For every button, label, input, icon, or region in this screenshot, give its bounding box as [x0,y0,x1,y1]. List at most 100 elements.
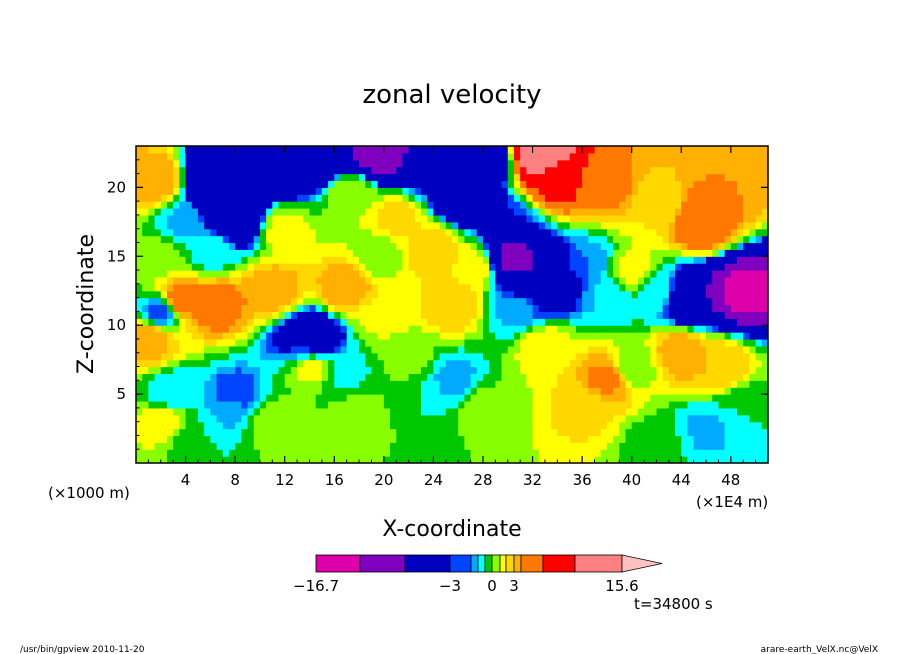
heatmap-cell [365,152,373,161]
heatmap-cell [383,352,391,361]
heatmap-cell [619,387,627,395]
heatmap-cell [284,159,292,168]
heatmap-cell [557,435,565,443]
heatmap-cell [266,456,273,463]
heatmap-cell [266,407,273,416]
heatmap-cell [693,242,701,250]
colorbar-segment [520,554,544,573]
heatmap-cell [464,221,472,230]
heatmap-cell [687,173,695,182]
heatmap-cell [544,456,552,463]
colorbar-segment [315,554,361,573]
heatmap-cell [755,359,763,368]
heatmap-cell [656,249,664,257]
heatmap-cell [464,400,472,409]
heatmap-cell [309,407,317,416]
heatmap-cell [154,394,162,402]
heatmap-cell [185,187,193,195]
heatmap-cell [489,394,496,402]
heatmap-cell [644,208,651,216]
heatmap-cell [538,400,546,409]
heatmap-cell [241,214,249,223]
heatmap-cell [272,428,280,437]
heatmap-cell [359,442,366,450]
heatmap-cell [445,173,453,182]
heatmap-cell [352,173,360,182]
heatmap-cell [414,249,422,257]
heatmap-cell [433,221,441,230]
heatmap-cell [724,407,732,416]
heatmap-cell [210,159,218,168]
heatmap-cell [235,159,242,168]
heatmap-cell [551,256,558,264]
heatmap-cell [737,180,744,188]
heatmap-cell [464,359,472,368]
heatmap-cell [427,152,435,161]
heatmap-cell [154,242,162,250]
heatmap-cell [321,235,329,244]
heatmap-cell [551,166,558,175]
heatmap-cell [439,146,447,154]
heatmap-cell [334,283,342,292]
heatmap-cell [259,435,267,443]
heatmap-cell [216,290,224,299]
heatmap-cell [166,146,174,154]
heatmap-cell [204,187,211,195]
heatmap-cell [148,201,156,209]
heatmap-cell [470,359,478,368]
heatmap-cell [309,345,317,354]
heatmap-cell [588,449,596,457]
heatmap-cell [414,304,422,312]
heatmap-cell [588,318,596,326]
heatmap-cell [433,187,441,195]
heatmap-cell [662,428,670,437]
heatmap-cell [687,297,695,306]
heatmap-cell [606,380,614,388]
heatmap-cell [253,449,261,457]
heatmap-cell [204,332,211,340]
heatmap-cell [761,276,768,285]
heatmap-cell [154,387,162,395]
heatmap-cell [631,290,639,299]
heatmap-cell [365,221,373,230]
heatmap-cell [297,325,304,333]
heatmap-cell [445,414,453,423]
colorbar: −16.7 −3 0 3 15.6 [293,554,663,595]
heatmap-cell [755,373,763,381]
heatmap-cell [582,311,589,319]
heatmap-cell [489,318,496,326]
heatmap-cell [179,456,187,463]
heatmap-cell [613,407,620,416]
heatmap-cell [544,152,552,161]
heatmap-cell [656,235,664,244]
heatmap-cell [222,290,230,299]
heatmap-cell [309,387,317,395]
heatmap-cell [309,421,317,430]
heatmap-cell [706,180,713,188]
heatmap-cell [687,380,695,388]
heatmap-cell [538,208,546,216]
heatmap-cell [452,380,459,388]
heatmap-cell [272,325,280,333]
heatmap-cell [154,228,162,237]
heatmap-cell [675,311,682,319]
heatmap-cell [668,456,676,463]
heatmap-cell [761,366,768,375]
heatmap-cell [278,242,286,250]
heatmap-cell [414,208,422,216]
heatmap-cell [557,318,565,326]
heatmap-cell [662,373,670,381]
heatmap-cell [241,387,249,395]
heatmap-cell [625,180,633,188]
heatmap-cell [495,435,503,443]
heatmap-cell [253,325,261,333]
heatmap-cell [197,387,205,395]
heatmap-cell [582,414,589,423]
heatmap-cell [501,249,509,257]
heatmap-cell [588,373,596,381]
heatmap-cell [321,249,329,257]
heatmap-cell [235,311,242,319]
heatmap-cell [619,338,627,347]
heatmap-cell [718,194,726,202]
